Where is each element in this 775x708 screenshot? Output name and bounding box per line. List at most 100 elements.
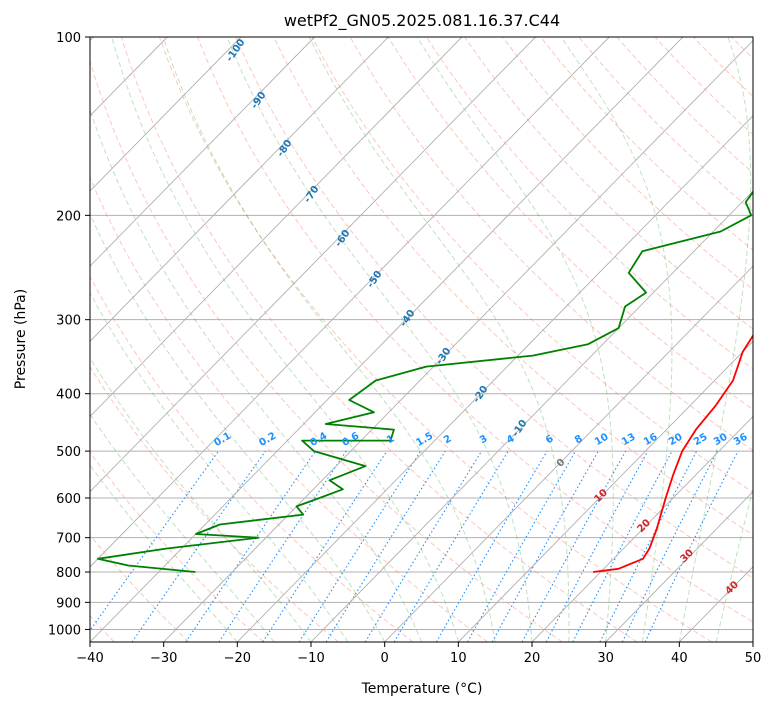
moist-adiabat-line: [560, 37, 673, 642]
y-tick-label: 700: [56, 532, 81, 547]
dry-adiabat-line: [158, 37, 712, 642]
sounding-profiles: [96, 190, 753, 573]
y-tick-label: 400: [56, 388, 81, 403]
mixing-ratio-line: [218, 450, 347, 642]
mixing-ratio-label: 36: [732, 432, 750, 449]
y-tick-label: 500: [56, 445, 81, 460]
dry-adiabat-label: -80: [275, 138, 294, 159]
mixing-ratio-label: 1.5: [414, 431, 435, 449]
dry-adiabat-label: -10: [510, 418, 529, 439]
isotherm-line: [458, 340, 753, 642]
x-tick-label: 10: [450, 651, 467, 666]
mixing-ratio-line: [467, 450, 577, 642]
isotherm-line: [237, 115, 753, 642]
moist-adiabat-line: [226, 37, 533, 642]
x-tick-label: −10: [297, 651, 324, 666]
mixing-ratio-line: [298, 450, 422, 642]
mixing-ratio-label: 25: [692, 432, 710, 449]
dry-adiabat-line: [692, 37, 753, 98]
isotherm-line: [90, 37, 463, 418]
isotherm-line: [90, 37, 242, 192]
dry-adiabat-label: -60: [333, 228, 352, 249]
y-tick-label: 100: [56, 31, 81, 46]
y-tick-label: 300: [56, 314, 81, 329]
mixing-ratio-line: [185, 450, 316, 642]
mixing-ratio-line: [435, 450, 548, 642]
mixing-ratio-label: 13: [620, 432, 638, 449]
dry-adiabat-line: [349, 37, 753, 452]
mixing-ratio-line: [545, 450, 649, 642]
mixing-ratio-line: [262, 450, 388, 642]
isotherm-line: [90, 37, 536, 493]
moist-adiabat-line: [715, 486, 753, 642]
dry-adiabat-line: [387, 37, 753, 411]
isotherm-line: [90, 37, 389, 342]
mixing-ratio-label: 0.2: [257, 431, 278, 449]
moist-adiabat-line: [90, 356, 312, 642]
moist-adiabat-line: [90, 464, 238, 642]
dry-adiabat-line: [502, 37, 753, 290]
dry-adiabat-line: [90, 366, 339, 642]
chart-title: wetPf2_GN05.2025.081.16.37.C44: [284, 11, 560, 31]
x-tick-label: 20: [524, 651, 541, 666]
x-tick-label: −20: [224, 651, 251, 666]
x-axis-label: Temperature (°C): [361, 681, 483, 697]
mixing-ratio-label: 8: [573, 433, 585, 446]
moist-adiabat-line: [111, 37, 459, 642]
dry-adiabat-line: [770, 37, 775, 642]
mixing-ratio-line: [364, 450, 483, 642]
plot-area: -100-90-80-70-60-50-40-30-20-100.1 0.2 0.4…: [90, 37, 775, 642]
y-axis-label: Pressure (hPa): [13, 289, 29, 389]
isotherm-line: [90, 37, 315, 267]
dry-adiabat-line: [425, 37, 753, 370]
mixing-ratio-label: 30: [712, 432, 730, 449]
mixing-ratio-label: 0.1: [212, 431, 233, 449]
dry-adiabat-line: [90, 275, 414, 642]
dry-adiabat-line: [197, 37, 753, 623]
moist-adiabat-line: [308, 37, 570, 642]
moist-adiabat-line: [90, 108, 422, 642]
moist-adiabat-line: [678, 37, 752, 642]
mixing-ratio-line: [393, 450, 509, 642]
moist-adiabat-label: 20: [635, 517, 653, 535]
isotherm-line: [752, 641, 753, 642]
dry-adiabat-label: -50: [365, 269, 384, 290]
mixing-ratio-line: [90, 450, 220, 632]
dry-adiabats: [90, 37, 775, 642]
moist-adiabats: [90, 37, 753, 642]
isotherm-line: [163, 39, 753, 642]
x-tick-label: 50: [745, 651, 762, 666]
moist-adiabat-line: [90, 291, 349, 642]
mixing-ratio-label: 1: [385, 433, 397, 446]
mixing-ratio-label: 6: [544, 433, 556, 446]
isotherm-line: [605, 491, 753, 642]
y-tick-label: 600: [56, 492, 81, 507]
mixing-ratio-line: [599, 450, 698, 642]
x-tick-label: −30: [150, 651, 177, 666]
mixing-ratio-line: [572, 450, 673, 642]
dry-adiabat-line: [90, 451, 264, 642]
y-tick-label: 900: [56, 596, 81, 611]
moist-adiabat-label: 30: [678, 547, 696, 565]
isotherm-line: [90, 37, 610, 568]
mixing-ratio-label: 4: [505, 433, 517, 446]
plot-frame: [89, 36, 754, 643]
isotherm-line: [531, 415, 753, 642]
y-tick-label: 1000: [48, 623, 81, 638]
mixing-ratio-line: [621, 450, 718, 642]
isotherms: [90, 37, 753, 642]
sounding-line: [96, 190, 753, 573]
isotherm-line: [384, 265, 753, 642]
dry-adiabat-line: [464, 37, 753, 330]
x-tick-label: −40: [76, 651, 103, 666]
y-tick-label: 200: [56, 209, 81, 224]
mixing-ratio-line: [521, 450, 627, 642]
dry-adiabat-line: [235, 37, 753, 579]
moist-adiabat-line: [416, 37, 614, 642]
x-tick-label: 30: [597, 651, 614, 666]
mixing-ratio-line: [131, 450, 266, 642]
mixing-ratio-line: [491, 450, 599, 642]
mixing-ratio-label: 2: [442, 433, 454, 446]
pressure-gridlines: [90, 37, 753, 630]
